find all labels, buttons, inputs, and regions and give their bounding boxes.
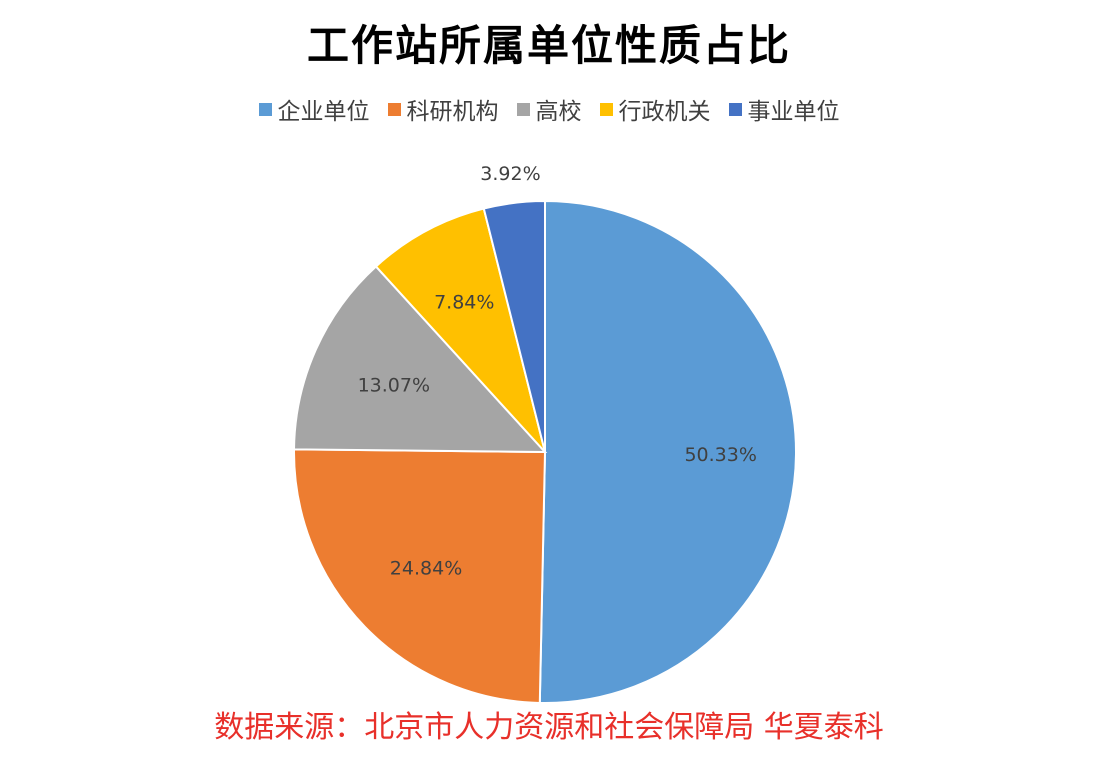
legend-swatch (516, 102, 530, 116)
legend-label: 事业单位 (747, 99, 840, 125)
legend-label: 科研机构 (406, 99, 499, 125)
data-source-note: 数据来源：北京市人力资源和社会保障局 华夏泰科 (214, 710, 884, 745)
legend-swatch (599, 102, 613, 116)
legend-label: 高校 (535, 99, 582, 125)
pie-slice (293, 448, 547, 704)
legend-swatch (258, 102, 272, 116)
chart-title: 工作站所属单位性质占比 (306, 21, 791, 70)
data-label: 3.92% (480, 163, 540, 185)
legend-item: 科研机构 (387, 92, 499, 126)
pie-slice (538, 199, 797, 704)
legend-item: 高校 (516, 92, 582, 126)
pie-slice (293, 265, 548, 454)
data-label: 50.33% (684, 444, 756, 466)
legend-item: 企业单位 (258, 92, 370, 126)
legend-swatch (387, 102, 401, 116)
legend-item: 行政机关 (599, 92, 711, 126)
chart-legend: 企业单位 科研机构 高校 行政机关 事业单位 (0, 92, 1098, 126)
pie-slice (482, 199, 546, 453)
legend-swatch (728, 102, 742, 116)
pie-slice (374, 207, 546, 453)
legend-item: 事业单位 (728, 92, 840, 126)
data-label: 24.84% (390, 557, 462, 579)
data-label: 13.07% (358, 374, 430, 396)
data-label: 7.84% (434, 292, 494, 314)
legend-label: 企业单位 (277, 99, 370, 125)
legend-label: 行政机关 (618, 99, 711, 125)
